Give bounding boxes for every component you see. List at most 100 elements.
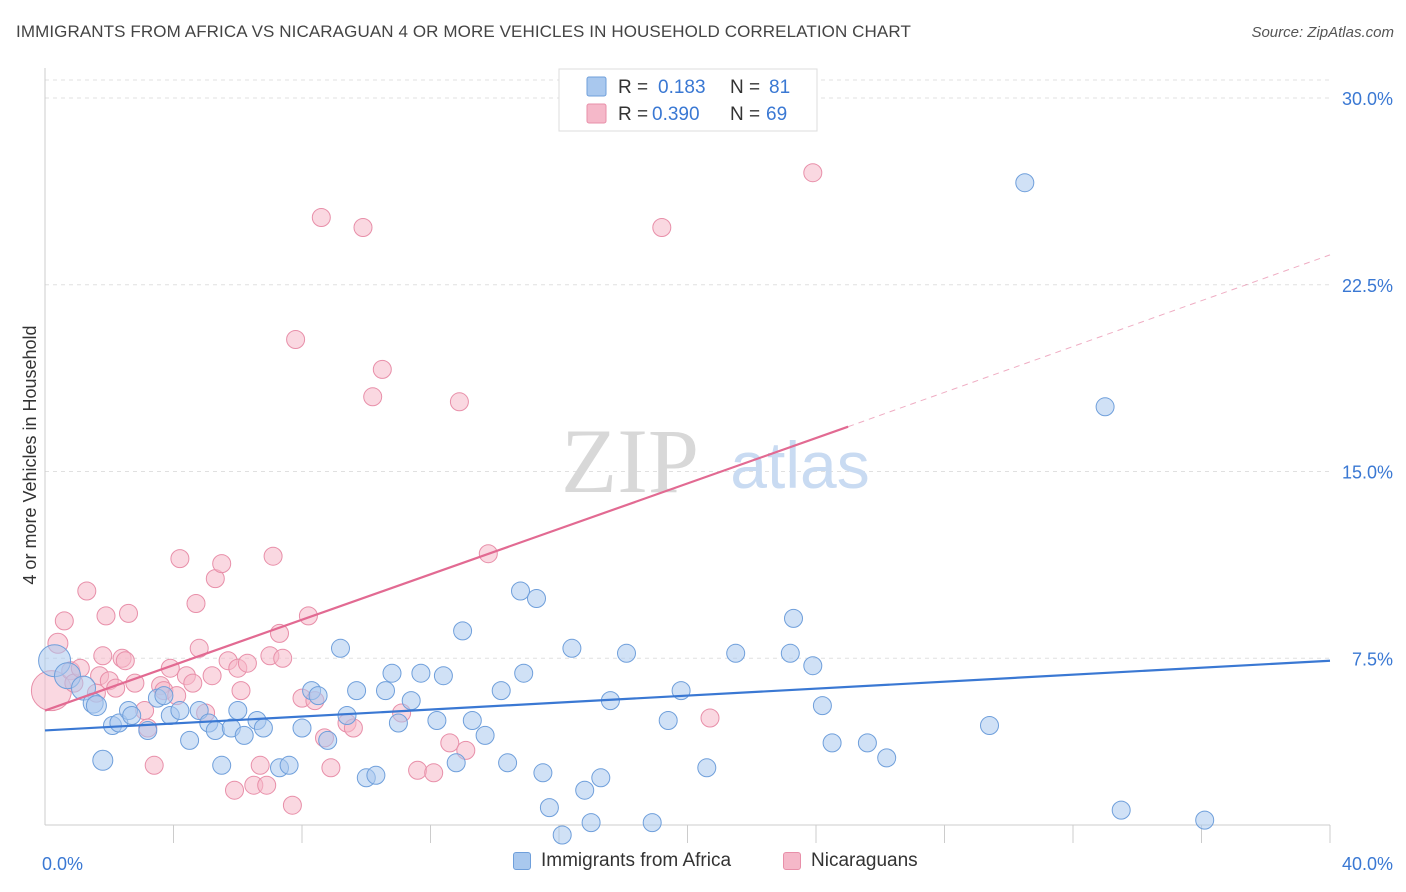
y-axis-label: 4 or more Vehicles in Household [20,325,40,584]
point-africa [1111,800,1131,820]
point-nicaragua [186,594,206,613]
point-africa [462,711,482,730]
point-africa [228,701,248,720]
legend-n-label-nicaragua: N = [730,104,760,125]
point-africa [784,608,803,628]
point-nicaragua [189,638,209,658]
legend-swatch-africa [586,76,607,97]
point-africa [401,691,421,711]
legend-bottom-swatch-africa [513,852,531,870]
point-nicaragua [183,673,203,693]
point-africa [411,663,431,683]
point-nicaragua [282,795,302,815]
legend-swatch-nicaragua [586,103,607,124]
point-africa [382,663,402,683]
point-africa [308,686,328,706]
point-africa [822,733,842,753]
point-nicaragua [363,387,383,407]
point-nicaragua [77,581,97,601]
grid-layer [45,79,1330,659]
point-africa [575,780,595,800]
point-nicaragua [263,546,283,566]
point-africa [581,813,601,833]
point-africa [92,749,114,771]
point-nicaragua [144,755,164,775]
legend-n-label-africa: N = [730,77,760,98]
point-africa [642,813,662,833]
legend-n-value-africa: 81 [769,77,790,98]
x-tick-label: 0.0% [42,854,83,874]
point-africa [980,716,999,735]
point-africa [1095,397,1115,417]
point-nicaragua [54,611,74,631]
point-africa [234,725,254,745]
point-nicaragua [424,763,444,783]
point-africa [205,721,225,740]
point-africa [697,758,717,778]
point-nicaragua [440,733,460,753]
point-africa [514,663,534,683]
point-africa [498,753,518,773]
point-nicaragua [353,218,373,237]
point-africa [253,718,273,738]
point-nicaragua [298,606,318,626]
point-africa [527,589,546,608]
point-africa [857,733,877,753]
watermark-atlas: atlas [730,428,869,502]
watermark: ZIP atlas [561,410,870,512]
point-africa [366,765,386,785]
point-nicaragua [449,392,469,412]
point-africa [446,753,466,773]
point-nicaragua [225,780,244,800]
point-africa [533,763,553,783]
watermark-zip: ZIP [561,410,699,512]
point-nicaragua [311,208,331,227]
point-africa [780,643,800,663]
point-africa [658,711,678,730]
point-nicaragua [170,549,190,569]
legend-r-label-africa: R = [618,77,648,98]
point-africa [427,711,447,730]
point-africa [170,701,190,720]
point-africa [491,681,511,701]
point-africa [552,825,572,845]
point-africa [591,768,611,788]
legend-top: R = 0.183 N = 81 R = 0.390 N = 69 [558,68,818,132]
point-nicaragua [212,554,232,574]
point-nicaragua [96,606,116,626]
point-africa [877,748,897,768]
legend-bottom-item-africa: Immigrants from Africa [513,850,731,872]
point-africa [539,798,559,818]
point-africa [453,621,473,641]
point-nicaragua [93,646,113,666]
point-africa [726,643,746,663]
source-label: Source: ZipAtlas.com [1251,24,1394,41]
point-nicaragua [408,760,428,780]
point-nicaragua [202,666,222,686]
legend-n-value-nicaragua: 69 [766,104,787,125]
legend-bottom-swatch-nicaragua [783,852,801,870]
point-africa [617,643,636,663]
point-nicaragua [115,651,135,671]
point-africa [292,718,312,738]
trend-layer [44,254,1331,732]
trendline-africa [44,659,1331,732]
point-nicaragua [372,359,392,379]
legend-r-value-africa: 0.183 [658,77,706,98]
point-nicaragua [237,653,257,673]
point-nicaragua [700,708,720,728]
chart-title: IMMIGRANTS FROM AFRICA VS NICARAGUAN 4 O… [16,22,911,41]
legend-r-value-nicaragua: 0.390 [652,104,700,125]
point-africa [812,696,832,716]
points-layer [30,163,1215,845]
point-africa [511,581,530,601]
point-africa [85,695,107,717]
y-tick-label: 22.5% [1342,276,1393,296]
point-nicaragua [231,681,251,701]
y-tick-label: 15.0% [1342,463,1393,483]
point-nicaragua [803,163,823,183]
point-africa [803,656,823,676]
legend-bottom-item-nicaragua: Nicaraguans [783,850,918,872]
legend-r-label-nicaragua: R = [618,104,648,125]
